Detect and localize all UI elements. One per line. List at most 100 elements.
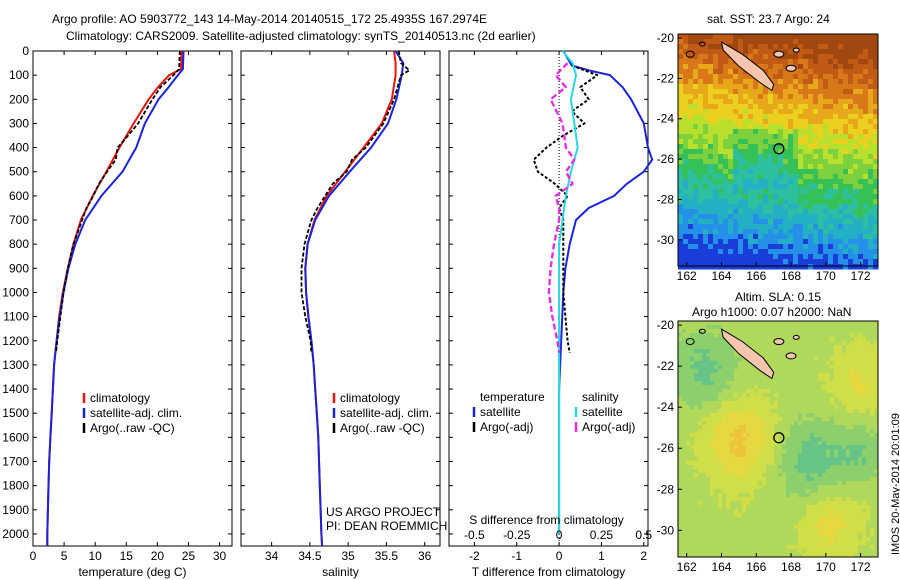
map-cell (728, 144, 734, 150)
map-cell (813, 259, 819, 265)
map-cell (833, 219, 839, 225)
map-cell (686, 389, 691, 394)
map-cell (790, 461, 795, 466)
map-cell (703, 59, 709, 65)
map-cell (866, 529, 871, 534)
map-cell (728, 149, 734, 155)
map-cell (808, 44, 814, 50)
map-cell (678, 485, 683, 490)
map-cell (738, 425, 743, 430)
map-cell (688, 194, 694, 200)
map-cell (838, 64, 844, 70)
map-cell (858, 174, 864, 180)
map-cell (786, 545, 791, 550)
map-cell (818, 244, 824, 250)
map-cell (842, 393, 847, 398)
map-cell (806, 389, 811, 394)
map-cell (833, 99, 839, 105)
map-cell (786, 501, 791, 506)
map-cell (846, 445, 851, 450)
map-cell (683, 159, 689, 165)
map-cell (858, 219, 864, 225)
map-cell (726, 329, 731, 334)
map-cell (843, 74, 849, 80)
map-cell (710, 457, 715, 462)
map-cell (698, 425, 703, 430)
map-cell (850, 469, 855, 474)
map-cell (748, 179, 754, 185)
map-cell (850, 333, 855, 338)
map-cell (850, 529, 855, 534)
map-cell (694, 377, 699, 382)
map-cell (828, 244, 834, 250)
map-cell (828, 104, 834, 110)
map-cell (846, 349, 851, 354)
map-cell (790, 457, 795, 462)
map-cell (818, 214, 824, 220)
map-cell (682, 457, 687, 462)
map-cell (738, 429, 743, 434)
map-cell (786, 437, 791, 442)
argo-profile-marker (773, 143, 785, 155)
map-cell (758, 457, 763, 462)
map-cell (728, 244, 734, 250)
map-cell (778, 465, 783, 470)
map-cell (718, 134, 724, 140)
map-cell (748, 204, 754, 210)
map-cell (818, 149, 824, 155)
map-cell (842, 453, 847, 458)
map-cell (854, 497, 859, 502)
map-cell (766, 361, 771, 366)
map-cell (843, 54, 849, 60)
map-cell (706, 501, 711, 506)
map-cell (738, 505, 743, 510)
map-cell (783, 184, 789, 190)
map-cell (718, 477, 723, 482)
map-cell (733, 124, 739, 130)
map-cell (822, 425, 827, 430)
map-cell (826, 401, 831, 406)
map-cell (768, 149, 774, 155)
map-cell (810, 425, 815, 430)
map-cell (762, 381, 767, 386)
map-cell (833, 74, 839, 80)
map-cell (873, 149, 879, 155)
map-cell (718, 79, 724, 85)
map-cell (748, 259, 754, 265)
map-cell (770, 337, 775, 342)
map-cell (742, 417, 747, 422)
map-cell (743, 44, 749, 50)
map-cell (863, 34, 869, 40)
map-cell (846, 405, 851, 410)
map-cell (743, 204, 749, 210)
map-cell (750, 469, 755, 474)
map-cell (743, 174, 749, 180)
map-cell (694, 361, 699, 366)
map-cell (842, 493, 847, 498)
map-cell (838, 244, 844, 250)
map-cell (794, 413, 799, 418)
map-cell (826, 373, 831, 378)
map-cell (810, 461, 815, 466)
map-cell (788, 194, 794, 200)
map-cell (710, 365, 715, 370)
map-cell (730, 349, 735, 354)
map-cell (710, 345, 715, 350)
map-cell (868, 74, 874, 80)
map-cell (874, 377, 879, 382)
map-cell (846, 521, 851, 526)
map-cell (798, 129, 804, 135)
map-cell (748, 84, 754, 90)
map-cell (713, 184, 719, 190)
map-cell (722, 361, 727, 366)
map-cell (768, 254, 774, 260)
map-cell (858, 259, 864, 265)
legend-label: climatology (340, 391, 400, 405)
map-cell (718, 74, 724, 80)
map-cell (743, 199, 749, 205)
map-cell (798, 521, 803, 526)
map-cell (823, 184, 829, 190)
map-cell (746, 329, 751, 334)
map-cell (690, 533, 695, 538)
map-cell (738, 124, 744, 130)
